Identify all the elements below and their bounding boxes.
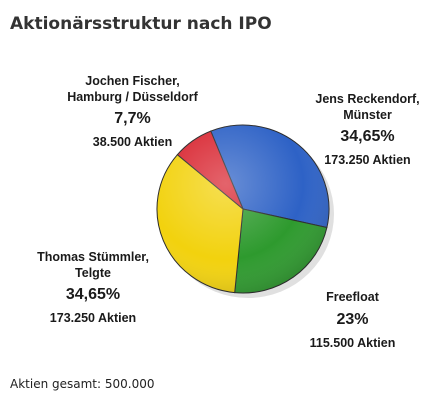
slice-name: Jochen Fischer, Hamburg / Düsseldorf (67, 74, 198, 104)
slice-label-freefloat: Freefloat 23% 115.500 Aktien (300, 290, 405, 351)
slice-percent: 34,65% (65, 286, 121, 304)
slice-name: Jens Reckendorf, Münster (315, 92, 420, 122)
slice-shares: 173.250 Aktien (49, 311, 137, 326)
slice-name: Thomas Stümmler, Telgte (37, 250, 149, 280)
slice-name: Freefloat (326, 290, 379, 304)
slice-shares: 173.250 Aktien (324, 153, 411, 168)
slice-shares: 38.500 Aktien (92, 135, 173, 150)
slice-label-fischer: Jochen Fischer, Hamburg / Düsseldorf 7,7… (40, 74, 225, 151)
slice-shares: 115.500 Aktien (309, 335, 396, 350)
slice-label-reckendorf: Jens Reckendorf, Münster 34,65% 173.250 … (300, 92, 435, 169)
total-shares-note: Aktien gesamt: 500.000 (10, 377, 155, 391)
slice-percent: 34,65% (340, 128, 395, 146)
slice-percent: 23% (336, 310, 369, 328)
chart-title: Aktionärsstruktur nach IPO (10, 14, 272, 34)
slice-percent: 7,7% (114, 110, 151, 128)
slice-label-stuemmler: Thomas Stümmler, Telgte 34,65% 173.250 A… (18, 250, 168, 327)
